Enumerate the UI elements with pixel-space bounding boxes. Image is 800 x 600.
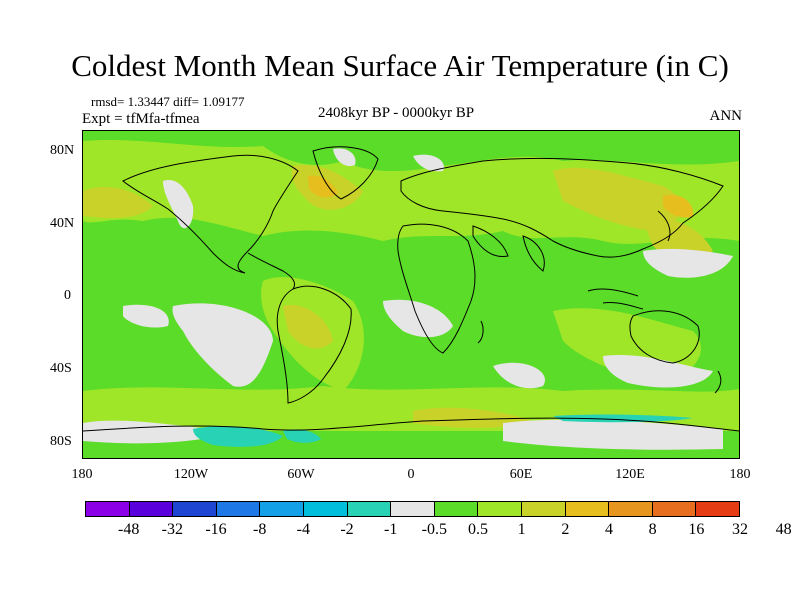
lat-label-80s: 80S: [50, 434, 72, 449]
lon-label-0: 0: [407, 467, 415, 482]
colorbar-label: -32: [161, 521, 183, 538]
colorbar-label: -2: [340, 521, 354, 538]
lat-label-0: 0: [64, 288, 71, 303]
anomaly-patches-neutral: [83, 148, 733, 450]
colorbar-swatch: [434, 502, 479, 516]
lat-label-80n: 80N: [50, 143, 75, 158]
colorbar-swatch: [652, 502, 697, 516]
colorbar-label: -16: [205, 521, 227, 538]
colorbar-swatch: [216, 502, 261, 516]
colorbar-swatch: [565, 502, 610, 516]
colorbar-swatch: [260, 502, 304, 516]
lon-label-120e: 120E: [615, 467, 645, 482]
map-canvas: [83, 131, 739, 458]
colorbar-label: -0.5: [421, 521, 447, 538]
colorbar-label: 4: [605, 521, 613, 538]
colorbar-label: 16: [688, 521, 705, 538]
lon-label-180w: 180: [71, 467, 93, 482]
lon-label-60e: 60E: [509, 467, 533, 482]
stats-label: rmsd= 1.33447 diff= 1.09177: [91, 94, 245, 109]
colorbar-swatch: [129, 502, 174, 516]
colorbar-label: 2: [561, 521, 570, 538]
anomaly-patches-cold: [193, 414, 693, 447]
colorbar-swatch: [86, 502, 130, 516]
colorbar-swatch: [609, 502, 653, 516]
colorbar-label: -8: [252, 521, 267, 538]
lon-label-180e: 180: [729, 467, 751, 482]
colorbar-label: 8: [648, 521, 657, 538]
colorbar-label: 48: [775, 521, 792, 538]
colorbar-label: -1: [383, 521, 398, 538]
colorbar-swatch: [521, 502, 566, 516]
anomaly-patches-4to8: [308, 175, 694, 218]
colorbar-label: 0.5: [468, 521, 488, 538]
colorbar-swatch: [303, 502, 348, 516]
coastlines: [83, 146, 739, 432]
lat-label-40n: 40N: [50, 216, 75, 231]
season-label: ANN: [709, 108, 743, 124]
colorbar-swatch: [391, 502, 435, 516]
colorbar-swatch: [173, 502, 217, 516]
colorbar-swatch: [478, 502, 522, 516]
lat-label-40s: 40S: [50, 361, 72, 376]
colorbar-swatch: [347, 502, 392, 516]
colorbar-swatch: [696, 502, 739, 516]
colorbar: [85, 501, 740, 517]
colorbar-label: -48: [117, 521, 140, 538]
colorbar-label: 32: [732, 521, 748, 538]
colorbar-label: -4: [296, 521, 310, 538]
temperature-map: [82, 130, 740, 459]
lon-label-120w: 120W: [173, 467, 209, 482]
colorbar-label: 1: [517, 521, 526, 538]
period-label: 2408kyr BP - 0000kyr BP: [318, 105, 475, 121]
lon-label-60w: 60W: [287, 467, 315, 482]
experiment-label: Expt = tfMfa-tfmea: [82, 111, 200, 127]
map-title: Coldest Month Mean Surface Air Temperatu…: [71, 48, 729, 83]
